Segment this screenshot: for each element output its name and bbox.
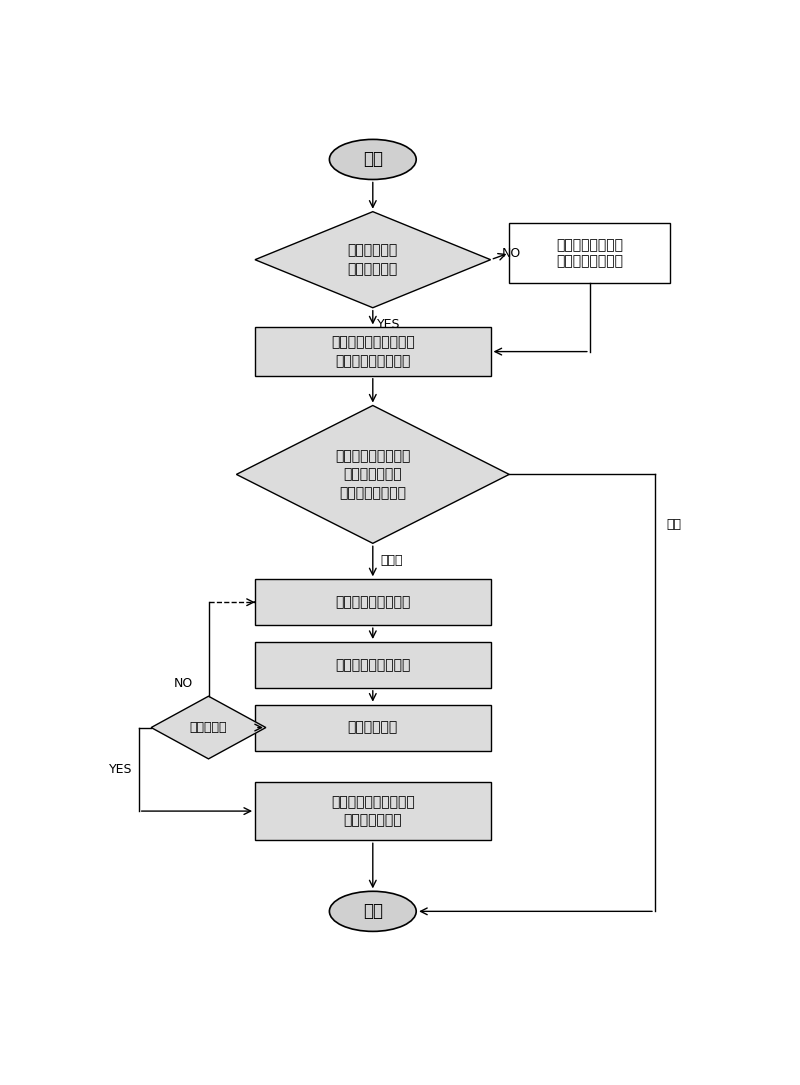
Text: NO: NO: [502, 246, 521, 259]
Text: 分析该音频文件并
计算其稳定分贝值: 分析该音频文件并 计算其稳定分贝值: [556, 238, 623, 268]
Text: YES: YES: [377, 318, 400, 331]
Bar: [510, 222, 670, 283]
Text: 更新对应配置文件中的
音频当前分贝值: 更新对应配置文件中的 音频当前分贝值: [331, 795, 414, 827]
Text: 该音频文件是
否被分析过？: 该音频文件是 否被分析过？: [348, 243, 398, 276]
Bar: [255, 782, 490, 841]
Bar: [255, 328, 490, 375]
Polygon shape: [255, 212, 490, 308]
Bar: [255, 704, 490, 751]
Text: 文件结束？: 文件结束？: [190, 722, 227, 735]
Ellipse shape: [330, 139, 416, 179]
Bar: [255, 579, 490, 625]
Text: YES: YES: [109, 763, 133, 776]
Text: NO: NO: [174, 677, 193, 690]
Text: 不一致: 不一致: [380, 554, 402, 567]
Bar: [255, 642, 490, 688]
Text: 开始: 开始: [363, 151, 383, 168]
Text: 从对应配置文件中读取
该音频的稳定分贝值: 从对应配置文件中读取 该音频的稳定分贝值: [331, 335, 414, 368]
Text: 音频最佳稳定分贝值
是否与当前系统
设置分贝值一致？: 音频最佳稳定分贝值 是否与当前系统 设置分贝值一致？: [335, 449, 410, 500]
Text: 写回音频文件: 写回音频文件: [348, 720, 398, 735]
Text: 一致: 一致: [666, 518, 681, 531]
Polygon shape: [151, 697, 266, 758]
Text: 结束: 结束: [363, 903, 383, 920]
Text: 线性归一化增益处理: 线性归一化增益处理: [335, 658, 410, 672]
Text: 获取音频当前搜索帧: 获取音频当前搜索帧: [335, 596, 410, 610]
Polygon shape: [237, 406, 510, 544]
Ellipse shape: [330, 891, 416, 931]
